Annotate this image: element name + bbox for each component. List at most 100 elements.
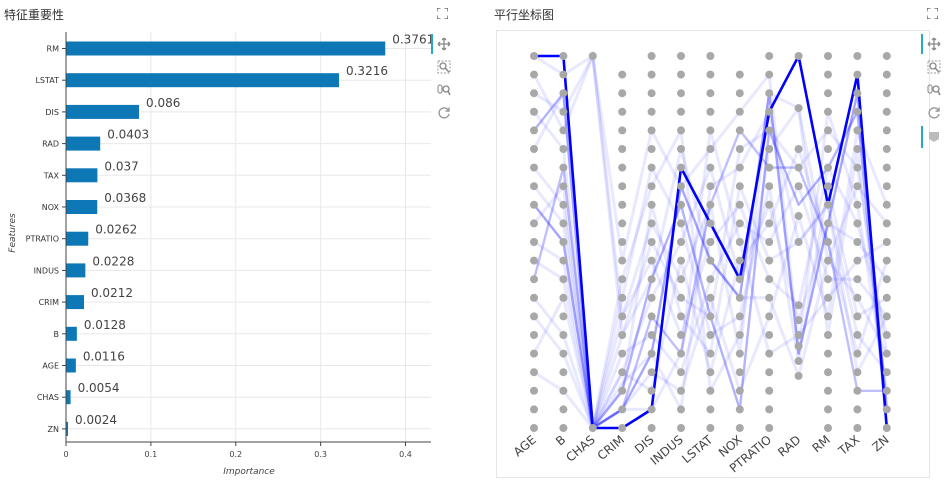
bar-tax[interactable] <box>66 168 98 183</box>
axis-point <box>824 145 832 153</box>
reset-icon[interactable] <box>927 106 941 120</box>
axis-point <box>824 238 832 246</box>
axis-point <box>735 107 744 116</box>
wheel-zoom-icon[interactable] <box>927 83 941 97</box>
axis-point <box>794 52 803 60</box>
value-label: 0.037 <box>104 159 138 173</box>
axis-point <box>530 405 538 414</box>
axis-point <box>647 52 656 60</box>
pan-icon[interactable] <box>927 37 941 51</box>
axis-point <box>706 405 715 414</box>
feature-importance-chart: RM LSTAT DIS RAD TAX NOX PTRATIO INDUS CRIM B AGE C… <box>8 32 434 477</box>
bar-lstat[interactable] <box>66 73 339 88</box>
axis-point <box>765 145 774 153</box>
axis-point <box>530 238 538 246</box>
axis-point <box>559 163 568 172</box>
bar-chas[interactable] <box>66 390 71 405</box>
axis-point <box>618 200 627 209</box>
axis-point <box>677 182 685 191</box>
axis-point <box>882 200 891 209</box>
axis-point <box>735 331 744 339</box>
value-label: 0.0262 <box>95 223 137 237</box>
axis-point <box>824 368 832 377</box>
axis-point <box>882 293 891 302</box>
bar-dis[interactable] <box>66 104 139 119</box>
axis-point <box>530 256 538 265</box>
axis-point <box>618 89 627 98</box>
axis-point <box>794 331 803 339</box>
axis-point <box>677 256 685 265</box>
axis-label-rad: RAD <box>775 433 803 460</box>
bar-indus[interactable] <box>66 263 86 278</box>
axis-point <box>530 368 538 377</box>
axis-point <box>824 275 832 284</box>
fullscreen-icon[interactable] <box>927 8 938 19</box>
bar-ptratio[interactable] <box>66 231 89 246</box>
bar-rad[interactable] <box>66 136 101 151</box>
axis-point <box>530 70 538 79</box>
pan-icon[interactable] <box>437 37 451 51</box>
box-zoom-icon[interactable] <box>437 60 451 74</box>
axis-point <box>647 349 656 358</box>
axis-point <box>677 200 685 209</box>
axis-point <box>853 182 862 191</box>
axis-point <box>853 200 862 209</box>
axis-point <box>794 357 803 366</box>
axis-point <box>530 312 538 321</box>
axis-point <box>530 386 538 395</box>
bar-rm[interactable] <box>66 41 386 56</box>
axis-point <box>618 275 627 284</box>
axis-point <box>559 349 568 358</box>
x-tick-label: 0.2 <box>229 450 242 459</box>
category-label: DIS <box>45 108 59 117</box>
value-label: 0.0128 <box>84 318 126 332</box>
axis-point <box>647 368 656 377</box>
axis-point <box>618 405 627 414</box>
axis-point <box>618 126 627 135</box>
axis-point <box>765 368 774 377</box>
wheel-zoom-icon[interactable] <box>437 83 451 97</box>
bar-crim[interactable] <box>66 295 84 310</box>
axis-point <box>559 145 568 153</box>
axis-point <box>853 275 862 284</box>
reset-icon[interactable] <box>437 106 451 120</box>
axis-point <box>765 126 774 135</box>
axis-point <box>853 219 862 228</box>
x-tick-label: 0.3 <box>314 450 327 459</box>
axis-point <box>882 424 891 432</box>
axis-point <box>647 293 656 302</box>
axis-point <box>588 424 597 432</box>
axis-point <box>765 70 774 79</box>
axis-point <box>882 275 891 284</box>
box-zoom-icon[interactable] <box>927 60 941 74</box>
axis-point <box>794 182 803 191</box>
axis-point <box>853 107 862 116</box>
axis-point <box>735 126 744 135</box>
axis-point <box>794 342 803 351</box>
axis-point <box>618 70 627 79</box>
axis-point <box>677 405 685 414</box>
axis-point <box>618 238 627 246</box>
right-panel-title: 平行坐标图 <box>494 8 555 22</box>
bar-age[interactable] <box>66 358 76 373</box>
bar-nox[interactable] <box>66 200 98 214</box>
category-label: INDUS <box>34 266 59 275</box>
axis-point <box>647 256 656 265</box>
axis-point <box>618 386 627 395</box>
axis-point <box>794 211 803 220</box>
axis-point <box>882 256 891 265</box>
axis-point <box>647 163 656 172</box>
axis-point <box>735 312 744 321</box>
bar-b[interactable] <box>66 326 77 341</box>
bar-zn[interactable] <box>66 421 69 436</box>
value-label: 0.3216 <box>346 64 388 78</box>
axis-point <box>706 182 715 191</box>
axis-point <box>618 312 627 321</box>
save-icon[interactable] <box>927 130 941 144</box>
x-tick-label: 0 <box>63 450 68 459</box>
axis-point <box>824 386 832 395</box>
axis-point <box>794 371 803 380</box>
axis-point <box>882 386 891 395</box>
fullscreen-icon[interactable] <box>437 8 448 19</box>
axis-point <box>618 256 627 265</box>
